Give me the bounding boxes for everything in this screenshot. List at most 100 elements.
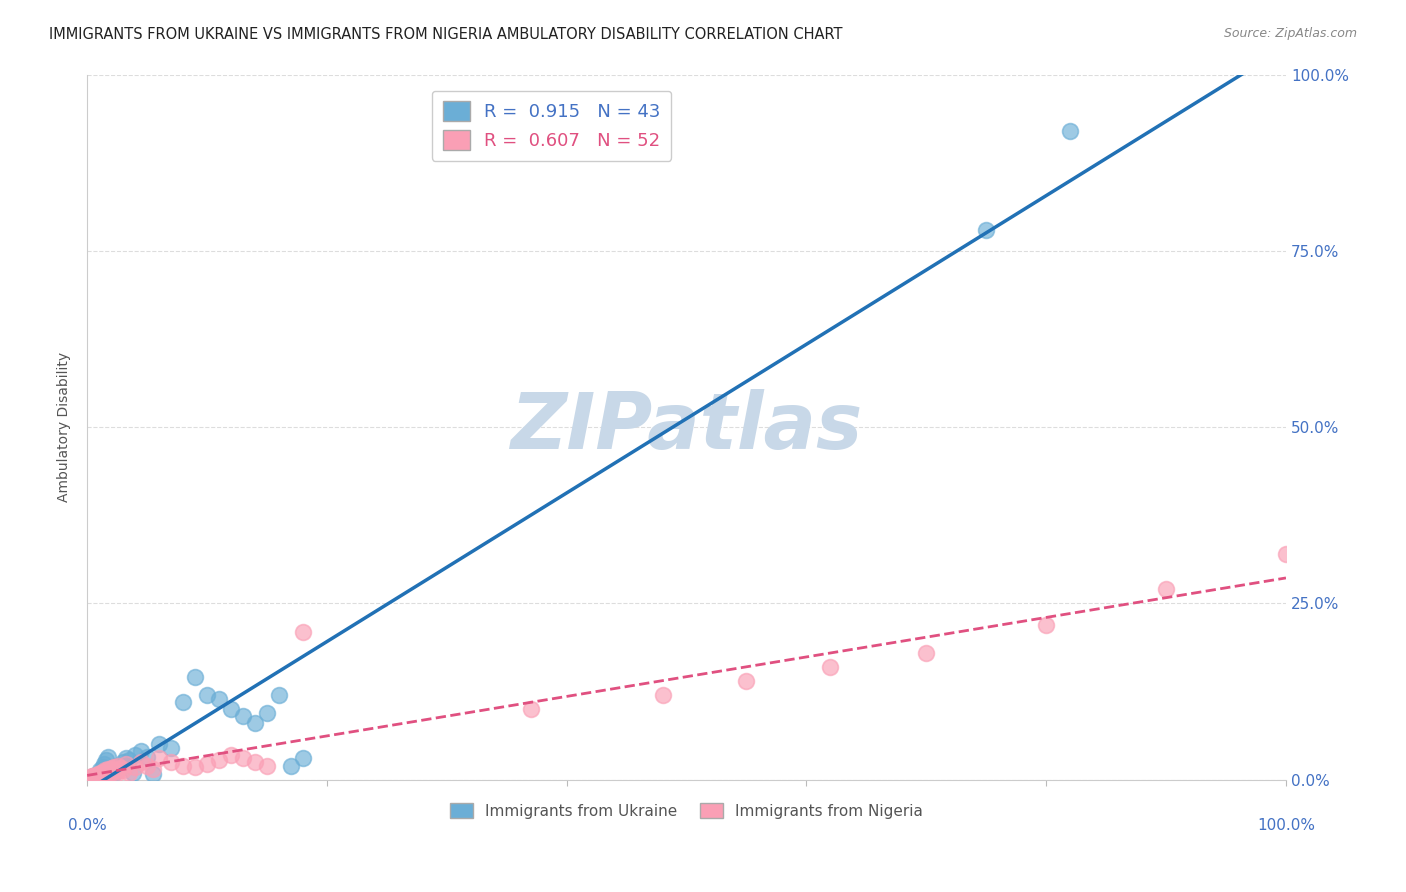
Point [110,761,132,775]
Point [160,740,183,755]
Point [291,624,314,639]
Point [118,753,141,767]
Point [232,751,254,765]
Point [820,660,842,674]
Point [80,770,103,784]
Point [97,766,120,780]
Point [267,688,290,702]
Point [195,757,218,772]
Point [519,702,541,716]
Point [79,771,101,785]
Point [105,764,128,779]
Point [101,761,124,775]
Point [89,766,111,780]
Point [94,764,117,779]
Point [121,765,143,780]
Point [915,646,938,660]
Point [1154,582,1177,597]
Point [195,688,218,702]
Point [291,751,314,765]
Point [651,688,673,702]
Point [90,765,112,780]
Point [208,753,231,767]
Point [1059,124,1081,138]
Point [87,768,110,782]
Point [97,768,120,782]
Point [184,760,207,774]
Point [136,750,159,764]
Point [112,755,135,769]
Point [136,758,159,772]
Point [172,758,194,772]
Point [82,769,104,783]
Point [160,755,183,769]
Point [129,744,152,758]
Point [104,763,127,777]
Point [96,762,118,776]
Point [124,747,146,762]
Point [232,709,254,723]
Text: 100.0%: 100.0% [1257,818,1315,833]
Point [114,757,136,772]
Point [96,750,118,764]
Point [124,760,146,774]
Point [735,673,758,688]
Point [96,764,118,779]
Point [148,751,170,765]
Point [98,767,121,781]
Point [80,769,103,783]
Point [219,702,242,716]
Point [89,767,111,781]
Point [103,760,125,774]
Point [118,765,141,780]
Point [80,771,103,785]
Point [100,762,122,776]
Point [208,691,231,706]
Point [96,753,118,767]
Point [86,768,108,782]
Point [1275,547,1298,561]
Y-axis label: Ambulatory Disability: Ambulatory Disability [58,352,72,502]
Point [184,670,207,684]
Point [105,758,128,772]
Point [114,751,136,765]
Point [100,762,122,776]
Point [94,764,117,778]
Point [89,767,111,781]
Point [104,767,127,781]
Point [172,695,194,709]
Point [91,764,114,779]
Text: 0.0%: 0.0% [67,818,107,833]
Point [974,222,997,236]
Point [243,755,266,769]
Point [91,760,114,774]
Point [84,767,107,781]
Point [129,755,152,769]
Point [83,770,105,784]
Point [80,771,103,785]
Text: IMMIGRANTS FROM UKRAINE VS IMMIGRANTS FROM NIGERIA AMBULATORY DISABILITY CORRELA: IMMIGRANTS FROM UKRAINE VS IMMIGRANTS FR… [49,27,842,42]
Point [142,767,165,781]
Point [107,758,129,772]
Point [110,760,132,774]
Text: Source: ZipAtlas.com: Source: ZipAtlas.com [1223,27,1357,40]
Point [148,737,170,751]
Point [93,757,115,772]
Point [112,763,135,777]
Point [1035,617,1057,632]
Point [83,770,105,784]
Point [219,747,242,762]
Legend: Immigrants from Ukraine, Immigrants from Nigeria: Immigrants from Ukraine, Immigrants from… [444,797,929,825]
Point [243,716,266,731]
Point [87,767,110,781]
Point [256,758,278,772]
Point [90,765,112,780]
Point [280,758,302,772]
Point [84,769,107,783]
Point [256,706,278,720]
Text: ZIPatlas: ZIPatlas [510,389,863,465]
Point [93,767,115,781]
Point [103,766,125,780]
Point [142,762,165,776]
Point [86,768,108,782]
